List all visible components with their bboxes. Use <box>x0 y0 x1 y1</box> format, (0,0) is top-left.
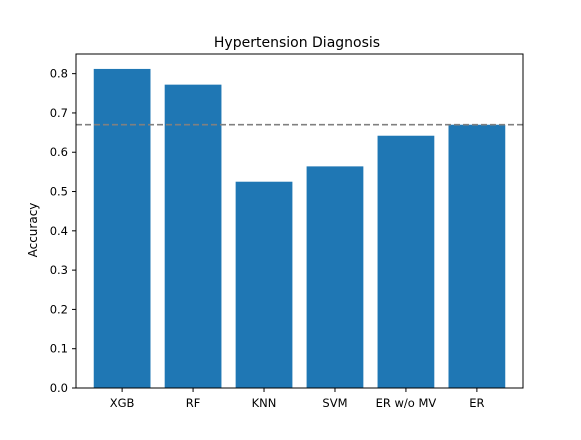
plot-frame <box>75 53 524 389</box>
x-tick-label: SVM <box>322 396 347 410</box>
y-tick-label: 0.1 <box>50 342 68 356</box>
bar-rf <box>164 84 222 389</box>
y-axis-ticks: 0.0 0.1 0.2 0.3 0.4 0.5 0.6 0.7 0.8 <box>50 67 76 395</box>
bar-svm <box>306 166 364 388</box>
y-tick-label: 0.8 <box>50 67 68 81</box>
x-tick-label: KNN <box>252 396 277 410</box>
chart-title: Hypertension Diagnosis <box>214 35 380 51</box>
bar-xgb <box>93 68 151 389</box>
x-tick-label: ER w/o MV <box>376 396 437 410</box>
y-tick-label: 0.2 <box>50 302 68 316</box>
y-axis-label: Accuracy <box>26 203 40 258</box>
x-tick-label: RF <box>186 396 201 410</box>
bars-group <box>93 68 506 389</box>
y-tick-label: 0.7 <box>50 106 68 120</box>
x-axis-ticks: XGB RF KNN SVM ER w/o MV ER <box>110 388 485 410</box>
y-tick-label: 0.5 <box>50 185 68 199</box>
x-tick-label: XGB <box>110 396 135 410</box>
bar-knn <box>235 181 293 388</box>
y-tick-label: 0.3 <box>50 263 68 277</box>
y-tick-label: 0.4 <box>50 224 68 238</box>
bar-er-w-o-mv <box>377 135 435 388</box>
y-tick-label: 0.0 <box>50 381 68 395</box>
y-tick-label: 0.6 <box>50 145 68 159</box>
x-tick-label: ER <box>469 396 484 410</box>
bar-er <box>448 124 506 388</box>
